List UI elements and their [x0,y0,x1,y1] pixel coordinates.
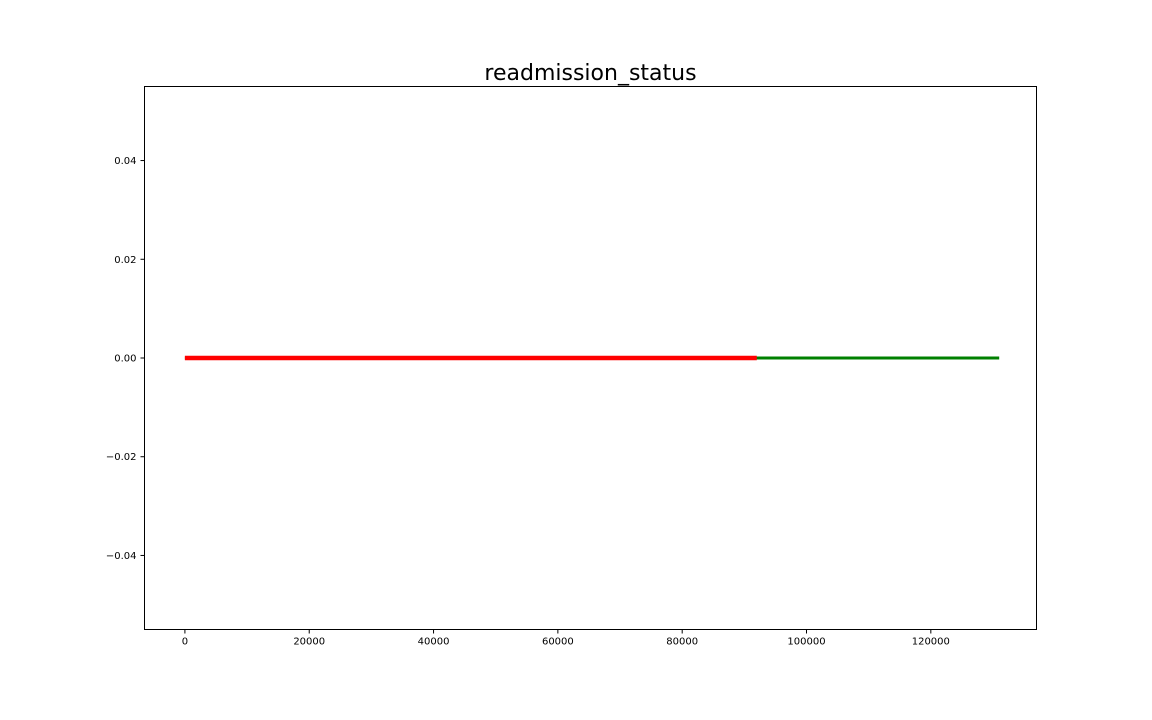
y-tick-label: 0.00 [114,354,136,365]
x-tick-label: 100000 [787,637,825,648]
chart-title: readmission_status [484,61,696,86]
x-tick-label: 60000 [542,637,574,648]
y-axis: 0.04 0.02 0.00 −0.02 −0.04 [106,156,145,562]
x-tick-label: 80000 [666,637,698,648]
y-tick-label: 0.02 [114,255,136,266]
x-tick-label: 0 [182,637,188,648]
y-tick-label: −0.04 [106,551,137,562]
x-axis: 0 20000 40000 60000 80000 100000 120000 [182,629,950,648]
x-tick-label: 20000 [293,637,325,648]
y-tick-label: 0.04 [114,156,136,167]
x-tick-label: 120000 [912,637,950,648]
x-tick-label: 40000 [418,637,450,648]
y-tick-label: −0.02 [106,452,137,463]
